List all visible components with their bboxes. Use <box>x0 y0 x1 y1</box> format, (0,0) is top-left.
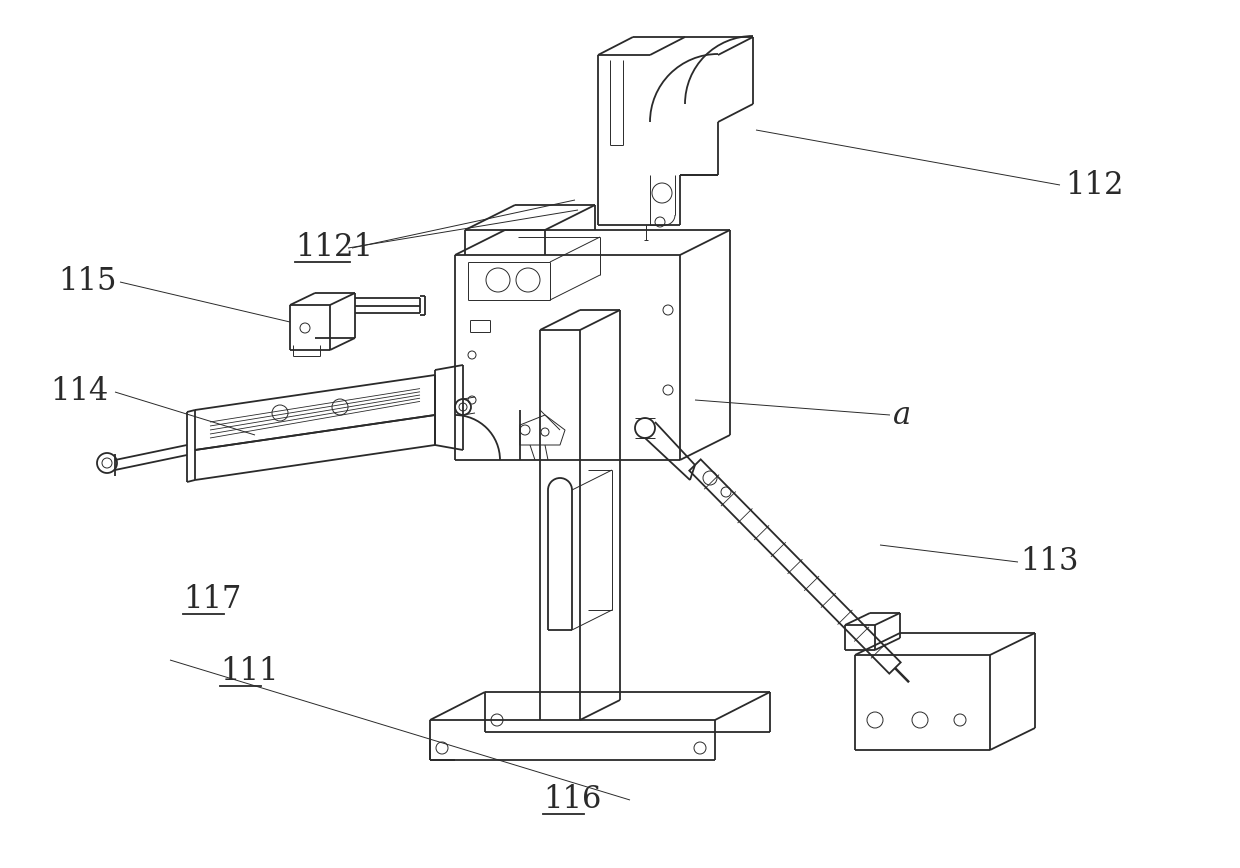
Text: 1121: 1121 <box>295 233 373 264</box>
Text: 113: 113 <box>1021 547 1079 577</box>
Text: a: a <box>893 399 911 431</box>
Text: 116: 116 <box>543 785 601 816</box>
Text: 111: 111 <box>219 656 279 687</box>
Text: 115: 115 <box>58 266 117 298</box>
Text: 112: 112 <box>1065 169 1123 201</box>
Text: 114: 114 <box>50 377 108 407</box>
Text: 117: 117 <box>184 584 242 615</box>
